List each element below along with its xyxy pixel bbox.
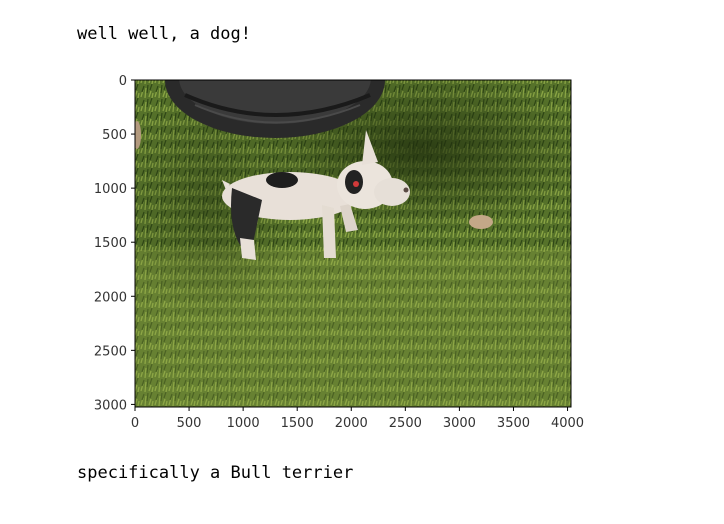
y-tick-label: 3000 bbox=[94, 398, 127, 413]
y-axis: 0 500 1000 1500 2000 2500 3000 bbox=[94, 74, 135, 413]
y-tick-label: 0 bbox=[119, 74, 127, 89]
x-tick-label: 3000 bbox=[443, 416, 476, 431]
x-tick-label: 1000 bbox=[227, 416, 260, 431]
y-tick-label: 500 bbox=[102, 128, 127, 143]
x-tick-label: 4000 bbox=[551, 416, 584, 431]
y-tick-label: 1000 bbox=[94, 182, 127, 197]
y-tick-label: 1500 bbox=[94, 236, 127, 251]
x-tick-label: 1500 bbox=[281, 416, 314, 431]
x-tick-label: 2000 bbox=[335, 416, 368, 431]
y-tick-label: 2500 bbox=[94, 344, 127, 359]
x-tick-label: 2500 bbox=[389, 416, 422, 431]
tire-shape bbox=[165, 80, 385, 138]
y-tick-label: 2000 bbox=[94, 290, 127, 305]
x-axis: 0 500 1000 1500 2000 2500 3000 3500 4000 bbox=[131, 407, 584, 431]
dog-shape bbox=[222, 130, 410, 260]
dog-photo bbox=[135, 80, 571, 407]
output-text-dog: well well, a dog! bbox=[77, 24, 251, 44]
x-tick-label: 0 bbox=[131, 416, 139, 431]
plot-frame bbox=[134, 79, 572, 408]
x-tick-label: 3500 bbox=[497, 416, 530, 431]
output-text-breed: specifically a Bull terrier bbox=[77, 463, 354, 483]
x-tick-label: 500 bbox=[177, 416, 202, 431]
